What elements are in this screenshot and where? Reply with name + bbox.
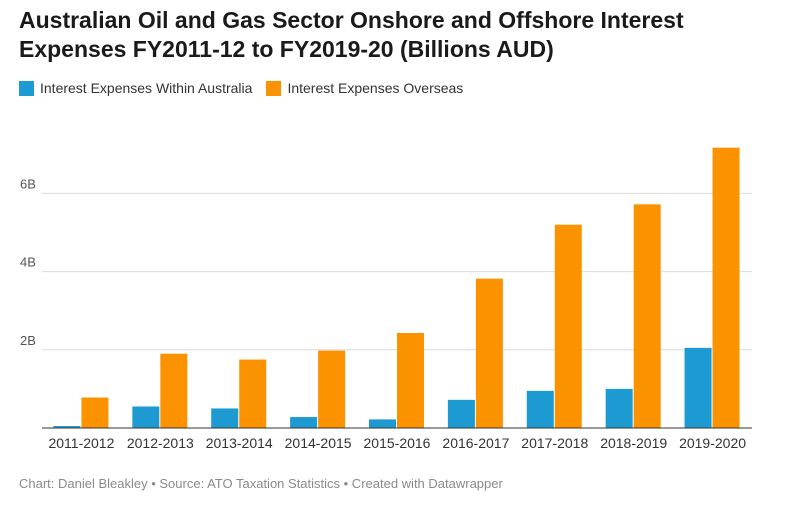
legend-item-within-australia: Interest Expenses Within Australia: [19, 80, 252, 96]
bar-overseas: [160, 353, 188, 428]
bar-within-australia: [132, 406, 160, 428]
bar-within-australia: [447, 399, 475, 428]
bar-overseas: [239, 359, 267, 428]
bar-within-australia: [684, 347, 712, 428]
x-tick-label: 2014-2015: [285, 435, 352, 451]
legend-swatch-overseas: [266, 80, 282, 96]
chart-title: Australian Oil and Gas Sector Onshore an…: [19, 7, 684, 62]
legend: Interest Expenses Within Australia Inter…: [19, 80, 477, 96]
bar-overseas: [475, 278, 503, 428]
bar-within-australia: [211, 408, 239, 428]
x-tick-label: 2013-2014: [206, 435, 273, 451]
bar-within-australia: [369, 419, 396, 428]
bar-overseas: [81, 397, 109, 428]
legend-item-overseas: Interest Expenses Overseas: [266, 80, 463, 96]
legend-label-within-australia: Interest Expenses Within Australia: [40, 80, 253, 96]
bar-overseas: [554, 224, 582, 428]
bar-within-australia: [53, 426, 81, 428]
x-tick-label: 2016-2017: [442, 435, 509, 451]
y-tick-label: 4B: [20, 255, 36, 270]
x-tick-label: 2011-2012: [48, 435, 114, 451]
x-tick-label: 2012-2013: [127, 435, 194, 451]
x-tick-label: 2019-2020: [679, 435, 746, 451]
y-tick-label: 2B: [20, 333, 36, 348]
legend-label-overseas: Interest Expenses Overseas: [287, 80, 464, 96]
bar-within-australia: [526, 390, 554, 428]
bar-overseas: [712, 147, 740, 428]
bar-within-australia: [605, 388, 633, 428]
bar-overseas: [633, 204, 661, 428]
chart-footer: Chart: Daniel Bleakley • Source: ATO Tax…: [19, 476, 503, 491]
bar-within-australia: [290, 417, 318, 428]
bar-overseas: [397, 332, 424, 428]
x-tick-label: 2015-2016: [364, 435, 431, 451]
x-tick-label: 2018-2019: [600, 435, 667, 451]
y-tick-label: 6B: [20, 176, 36, 191]
bar-overseas: [318, 350, 346, 428]
legend-swatch-within-australia: [19, 80, 34, 96]
x-tick-label: 2017-2018: [521, 435, 588, 451]
